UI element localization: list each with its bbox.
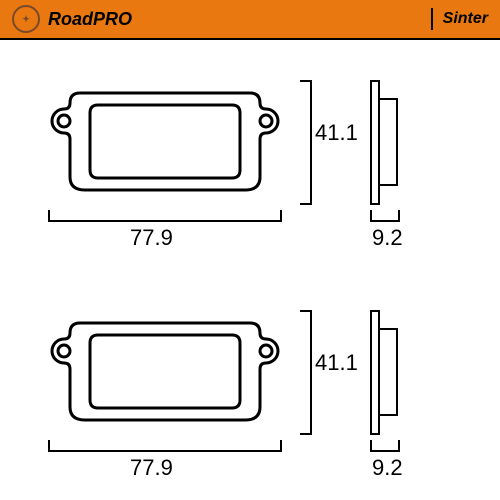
width-bracket [48,210,282,222]
header-divider [431,8,433,30]
pad-diagram-1: 41.1 77.9 9.2 [0,40,500,270]
height-dimension: 41.1 [315,120,358,146]
brake-pad-shape [50,85,280,200]
width-dimension: 77.9 [130,225,173,251]
brand-logo-icon: ✦ [12,5,40,33]
thickness-dimension: 9.2 [372,225,403,251]
thickness-sideview [370,310,400,435]
pad-diagram-2: 41.1 77.9 9.2 [0,270,500,500]
header-left: ✦ RoadPRO [12,5,132,33]
width-bracket [48,440,282,452]
height-dimension: 41.1 [315,350,358,376]
height-bracket [300,80,312,205]
thickness-dimension: 9.2 [372,455,403,481]
brake-pad-shape [50,315,280,430]
thickness-bracket [370,210,400,222]
width-dimension: 77.9 [130,455,173,481]
product-type: Sinter [443,10,488,28]
brand-name: RoadPRO [48,9,132,30]
header-bar: ✦ RoadPRO Sinter [0,0,500,40]
height-bracket [300,310,312,435]
thickness-sideview [370,80,400,205]
diagram-area: 41.1 77.9 9.2 41.1 77.9 9.2 [0,40,500,500]
header-right: Sinter [431,8,488,30]
thickness-bracket [370,440,400,452]
